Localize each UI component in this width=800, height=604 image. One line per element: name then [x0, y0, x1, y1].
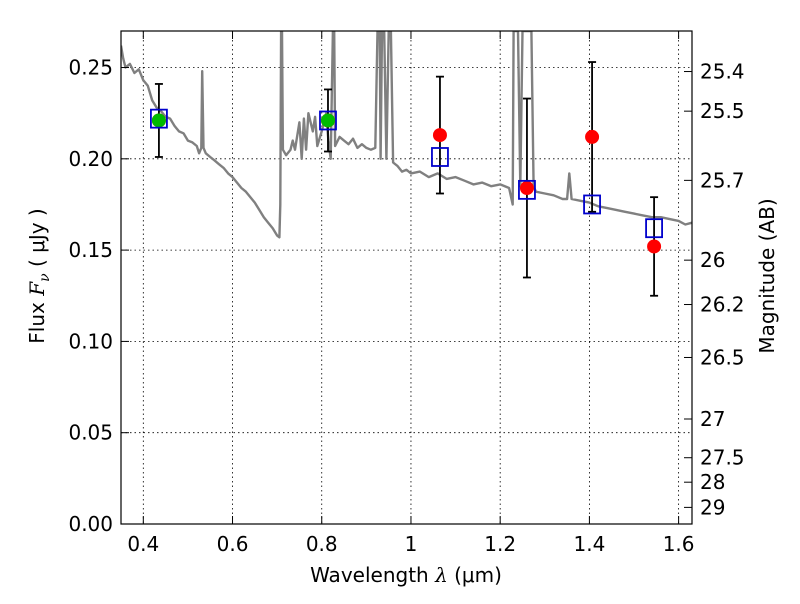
marker-layer [150, 108, 663, 254]
x-tick-label: 1.2 [484, 532, 516, 556]
errorbar-layer [154, 61, 659, 297]
x-tick-label: 1 [405, 532, 418, 556]
tick-label-layer: 0.4 0.6 0.8 1 1.2 1.4 1.6 0.00 0.05 0.10 0.15 0.20 0… [68, 56, 744, 556]
x-tick-label: 0.4 [127, 532, 159, 556]
observed-point [647, 239, 662, 254]
model-point [431, 147, 449, 167]
y-tick-label: 0.20 [68, 147, 113, 171]
x-tick-label: 0.8 [306, 532, 338, 556]
right-tick-label: 25.4 [700, 60, 745, 84]
tick-layer [121, 31, 692, 525]
y-tick-label: 0.10 [68, 329, 113, 353]
y-tick-label: 0.15 [68, 238, 113, 262]
model-point [583, 194, 601, 215]
x-tick-label: 1.4 [573, 532, 605, 556]
model-point [518, 179, 536, 200]
optical-point [151, 113, 166, 128]
observed-point [432, 128, 447, 143]
optical-point [320, 113, 335, 128]
model-point [645, 218, 663, 239]
right-axis-title: Magnitude (AB) [755, 198, 779, 353]
right-tick-label: 26 [700, 248, 725, 272]
spectrum-layer [121, 31, 692, 239]
right-tick-label: 29 [700, 495, 725, 519]
x-tick-label: 0.6 [217, 532, 249, 556]
y-axis-title: Flux Fν ( μJy ) [25, 208, 53, 343]
right-tick-label: 27 [700, 407, 725, 431]
right-tick-label: 25.5 [700, 99, 745, 123]
x-axis-title: Wavelength λ (μm) [310, 563, 502, 587]
y-tick-label: 0.00 [68, 512, 113, 536]
sed-spectrum-line [121, 31, 692, 239]
grid [121, 31, 692, 525]
right-tick-label: 28 [700, 470, 725, 494]
plot-frame [120, 30, 693, 525]
observed-point [519, 181, 534, 196]
right-tick-label: 26.2 [700, 293, 745, 317]
y-tick-label: 0.25 [68, 56, 113, 80]
model-point [150, 108, 168, 129]
right-tick-label: 27.5 [700, 446, 745, 470]
model-point [319, 110, 337, 131]
x-tick-label: 1.6 [663, 532, 695, 556]
observed-point [585, 129, 600, 144]
right-tick-label: 25.7 [700, 168, 745, 192]
y-tick-label: 0.05 [68, 421, 113, 445]
right-tick-label: 26.5 [700, 345, 745, 369]
